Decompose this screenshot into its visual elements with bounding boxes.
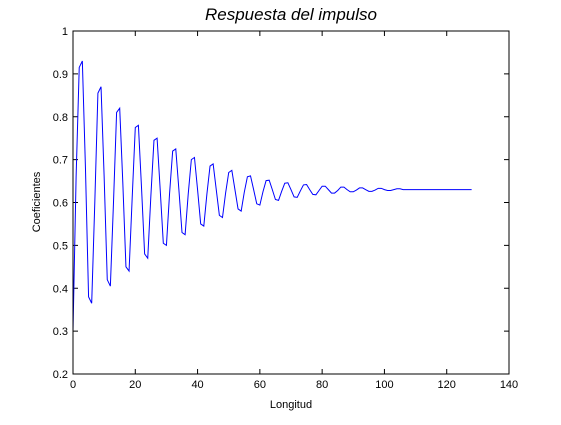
x-tick-label: 140 — [500, 379, 518, 391]
plot-background — [73, 31, 509, 374]
tick-labels-group: 0 20 40 60 80 100 120 140 0.2 0.3 0.4 0.5 0.6 0.7 0.8 0… — [53, 26, 518, 391]
series-group — [72, 60, 472, 332]
x-tick-label: 20 — [129, 379, 141, 391]
x-tick-label: 120 — [438, 379, 456, 391]
series-line — [72, 60, 472, 332]
x-tick-label: 80 — [316, 379, 328, 391]
y-tick-label: 0.9 — [53, 69, 68, 81]
y-tick-label: 1 — [62, 26, 68, 38]
y-tick-label: 0.2 — [53, 369, 68, 381]
x-axis-label: Longitud — [270, 399, 312, 411]
x-tick-label: 60 — [254, 379, 266, 391]
y-tick-label: 0.6 — [53, 198, 68, 210]
chart-title: Respuesta del impulso — [205, 5, 377, 24]
y-tick-label: 0.8 — [53, 112, 68, 124]
y-tick-label: 0.4 — [53, 283, 68, 295]
y-tick-label: 0.5 — [53, 240, 68, 252]
plot-frame — [72, 30, 510, 375]
x-tick-label: 40 — [191, 379, 203, 391]
x-tick-label: 100 — [375, 379, 393, 391]
y-tick-label: 0.7 — [53, 155, 68, 167]
y-axis-label: Coeficientes — [31, 171, 43, 232]
x-tick-label: 0 — [70, 379, 76, 391]
y-tick-label: 0.3 — [53, 326, 68, 338]
